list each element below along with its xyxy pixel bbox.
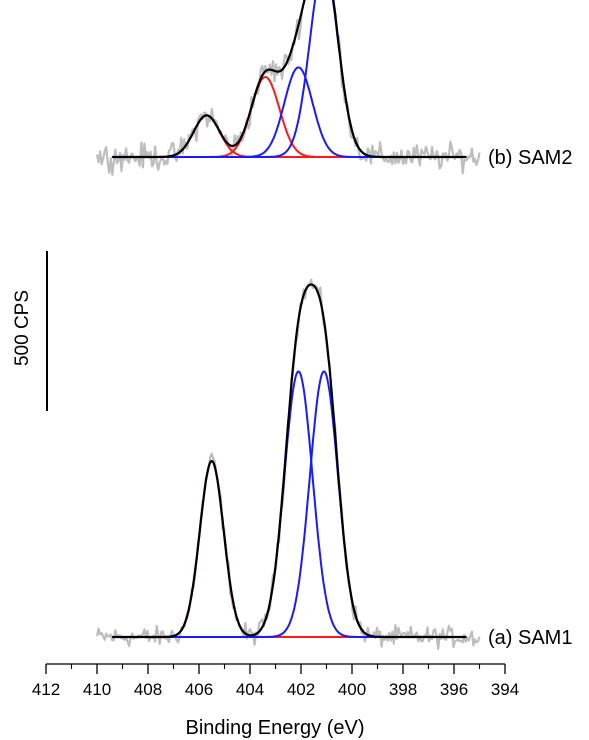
spectrum-label: (b) SAM2 bbox=[488, 147, 572, 169]
x-tick-label: 394 bbox=[491, 680, 519, 699]
scale-bar: 500 CPS bbox=[12, 251, 48, 411]
x-tick-label: 412 bbox=[32, 680, 60, 699]
x-ticks: 412 410 408 406 404 402 400 398 396 394 bbox=[32, 664, 519, 699]
spectrum-2: (b) SAM2 bbox=[95, 0, 572, 176]
x-axis: 412 410 408 406 404 402 400 398 396 394 Binding E… bbox=[32, 663, 519, 739]
x-tick-label: 398 bbox=[389, 680, 417, 699]
x-tick-label: 396 bbox=[440, 680, 468, 699]
x-tick-label: 404 bbox=[236, 680, 264, 699]
spectrum-1: (a) SAM1 bbox=[95, 278, 572, 650]
envelope-fit-line bbox=[112, 0, 467, 159]
envelope-fit-line bbox=[112, 283, 467, 639]
raw-data-line bbox=[95, 278, 481, 650]
component-peak-blue bbox=[112, 0, 467, 158]
component-peak-red bbox=[112, 75, 467, 158]
x-tick-label: 410 bbox=[83, 680, 111, 699]
x-axis-label: Binding Energy (eV) bbox=[186, 717, 365, 739]
scale-bar-label: 500 CPS bbox=[12, 290, 33, 366]
raw-data-line bbox=[95, 0, 481, 176]
component-peak-red bbox=[112, 460, 467, 638]
x-tick-label: 400 bbox=[338, 680, 366, 699]
x-tick-label: 408 bbox=[134, 680, 162, 699]
spectra-layer: (a) SAM1(b) SAM2(c) SAM3 bbox=[95, 0, 572, 650]
x-tick-label: 402 bbox=[287, 680, 315, 699]
component-peak-blue bbox=[112, 66, 467, 158]
x-tick-label: 406 bbox=[185, 680, 213, 699]
spectrum-label: (a) SAM1 bbox=[488, 627, 572, 649]
